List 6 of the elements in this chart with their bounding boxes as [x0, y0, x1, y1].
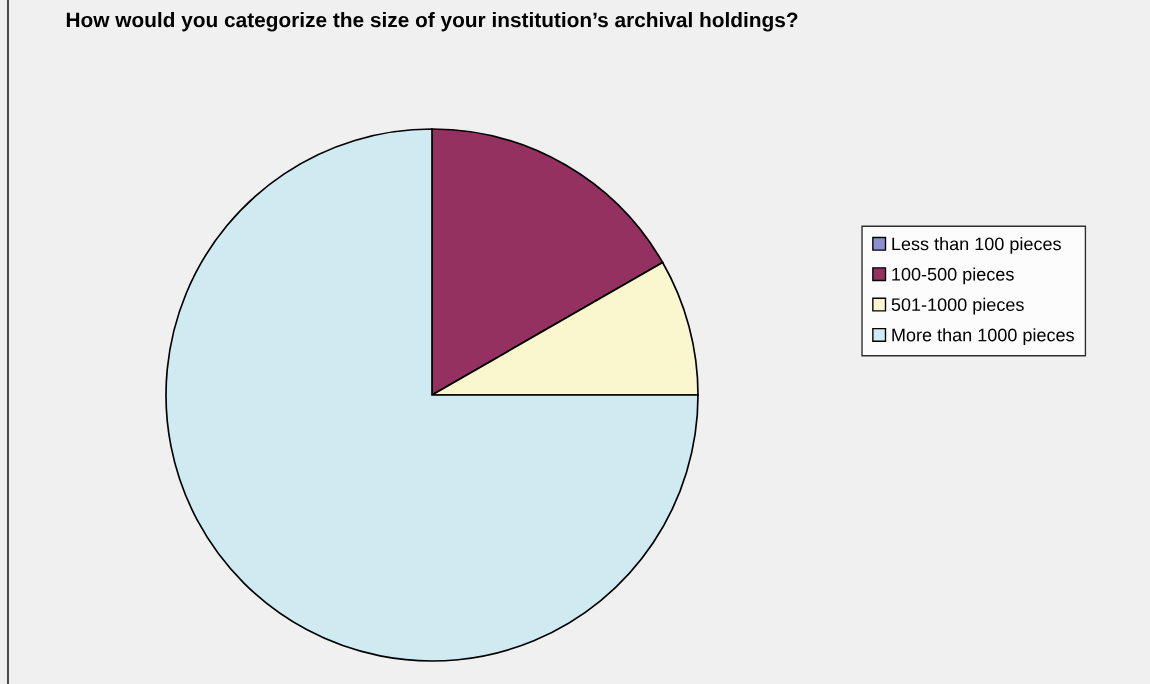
legend-label: More than 1000 pieces: [892, 328, 1074, 345]
legend-label: 100-500 pieces: [892, 267, 1014, 285]
legend-label: 501-1000 pieces: [891, 297, 1024, 315]
legend-label: Less than 100 pieces: [892, 237, 1061, 254]
chart-title: How would you categorize the size of your institution’s archival holdings?: [66, 12, 798, 32]
pie-slice: [165, 128, 699, 662]
